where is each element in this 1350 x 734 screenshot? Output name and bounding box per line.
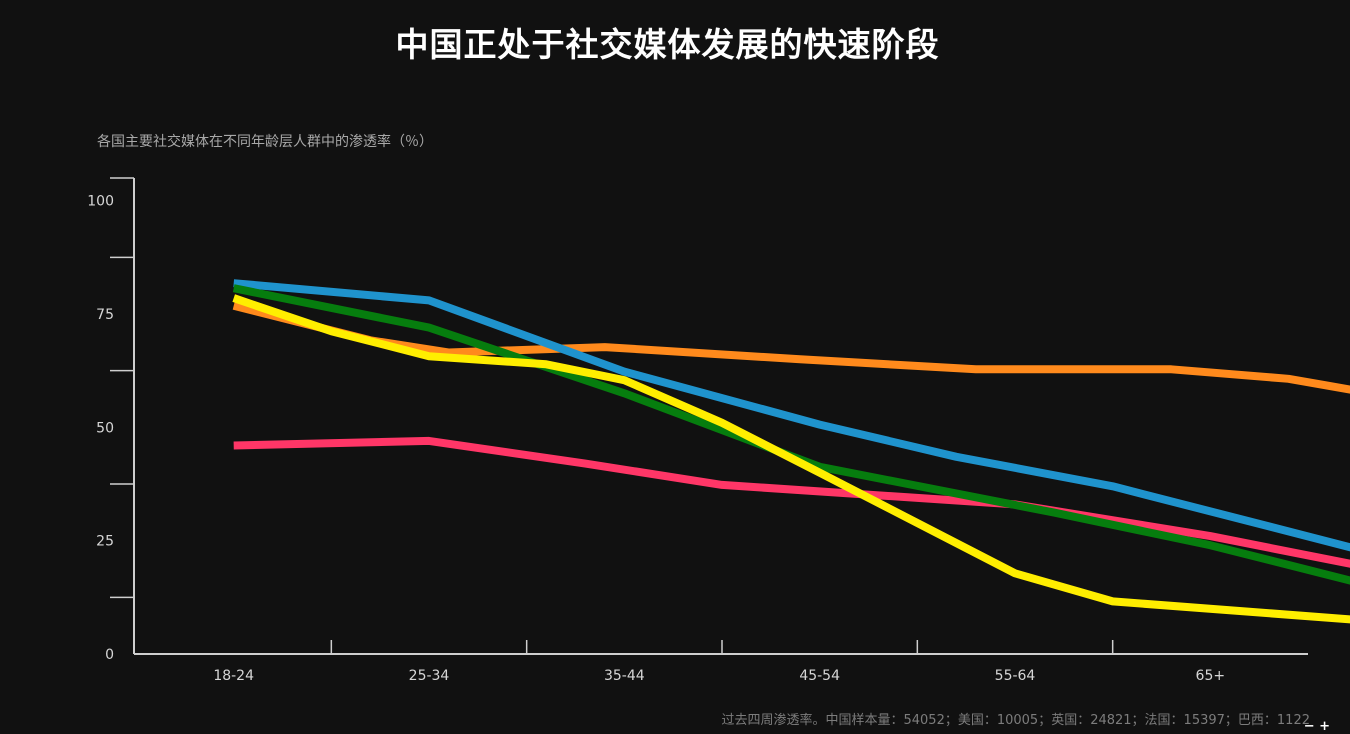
y-tick-label: 100 xyxy=(87,194,114,210)
x-tick-label: 45-54 xyxy=(799,668,840,684)
x-tick-label: 55-64 xyxy=(995,668,1036,684)
x-tick-label: 35-44 xyxy=(604,668,645,684)
chart-axes: 0 25 50 75 100 18-24 25-34 35-44 45-54 55-64 65+ xyxy=(87,177,1308,684)
y-tick-label: 50 xyxy=(96,420,114,436)
series-lines xyxy=(232,279,1350,624)
zoom-controls-icon[interactable]: − + xyxy=(1303,719,1330,734)
series-line-法国 xyxy=(233,279,1350,552)
x-tick-label: 65+ xyxy=(1196,668,1226,684)
series-line-中国 xyxy=(232,294,1350,624)
x-tick-label: 25-34 xyxy=(409,668,450,684)
series-line-英国 xyxy=(233,436,1350,568)
y-tick-label: 0 xyxy=(105,647,114,663)
y-tick-label: 75 xyxy=(96,307,114,323)
series-line-巴西 xyxy=(232,284,1350,585)
chart-title: 中国正处于社交媒体发展的快速阶段 xyxy=(395,25,940,64)
chart-subtitle: 各国主要社交媒体在不同年龄层人群中的渗透率（％） xyxy=(97,134,433,150)
y-tick-label: 25 xyxy=(96,534,114,550)
sample-size-footnote: 过去四周渗透率。中国样本量：54052；美国：10005；英国：24821；法国… xyxy=(721,713,1310,728)
x-tick-label: 18-24 xyxy=(213,668,254,684)
